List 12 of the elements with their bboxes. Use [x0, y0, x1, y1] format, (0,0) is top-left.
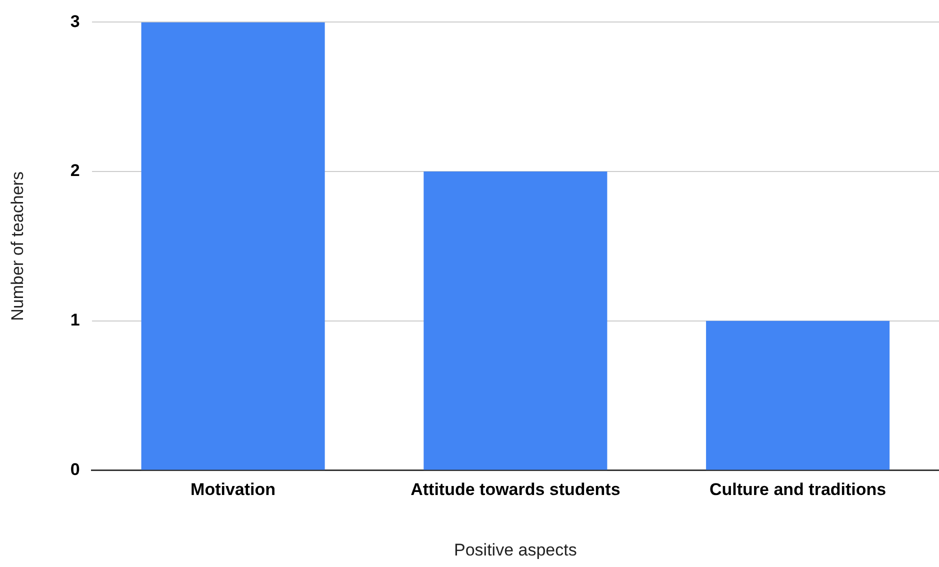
y-tick-label: 0 — [70, 460, 80, 479]
x-tick-label: Motivation — [190, 480, 276, 500]
x-axis-title: Positive aspects — [454, 540, 577, 560]
bar — [424, 172, 608, 470]
y-tick-label: 2 — [70, 161, 80, 180]
bar — [141, 22, 325, 470]
y-axis-title: Number of teachers — [8, 172, 27, 321]
y-tick-label: 1 — [70, 310, 80, 330]
bar — [706, 320, 890, 470]
x-tick-label: Culture and traditions — [709, 480, 886, 500]
x-tick-label: Attitude towards students — [410, 480, 620, 500]
y-tick-label: 3 — [70, 12, 80, 31]
